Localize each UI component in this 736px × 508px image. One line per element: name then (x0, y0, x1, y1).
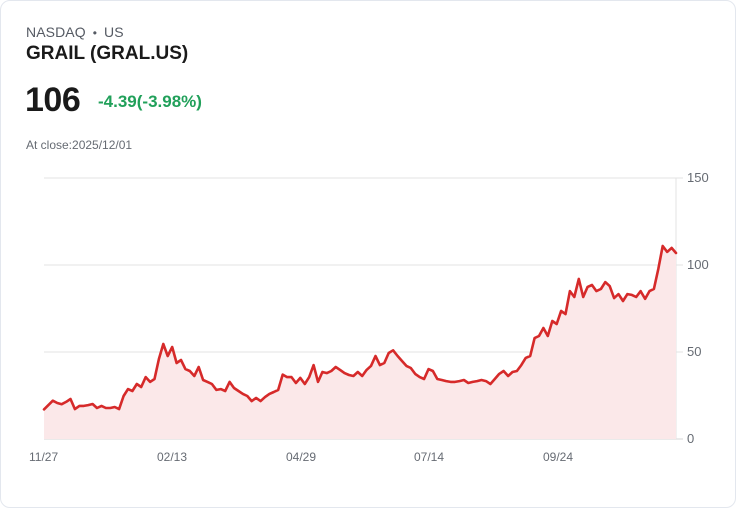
price-line (42, 244, 678, 411)
x-tick-label: 04/29 (286, 450, 317, 464)
separator-dot: • (92, 26, 98, 40)
price-area-fill (44, 246, 676, 439)
y-tick-label: 150 (687, 170, 709, 185)
y-tick-label: 100 (687, 257, 709, 272)
exchange-label: NASDAQ • US (26, 24, 124, 40)
close-timestamp: At close:2025/12/01 (26, 138, 133, 152)
x-tick-label: 11/27 (29, 450, 59, 464)
current-price: 106 (25, 81, 81, 119)
x-tick-label: 09/24 (543, 450, 574, 464)
price-change: -4.39(-3.98%) (98, 92, 202, 111)
exchange-name: NASDAQ (26, 24, 86, 40)
stock-title: GRAIL (GRAL.US) (26, 43, 189, 64)
region-name: US (104, 24, 124, 40)
x-tick-label: 07/14 (414, 450, 445, 464)
y-tick-label: 0 (687, 431, 695, 446)
y-tick-label: 50 (687, 344, 702, 359)
price-chart[interactable] (1, 161, 736, 461)
x-tick-label: 02/13 (157, 450, 188, 464)
